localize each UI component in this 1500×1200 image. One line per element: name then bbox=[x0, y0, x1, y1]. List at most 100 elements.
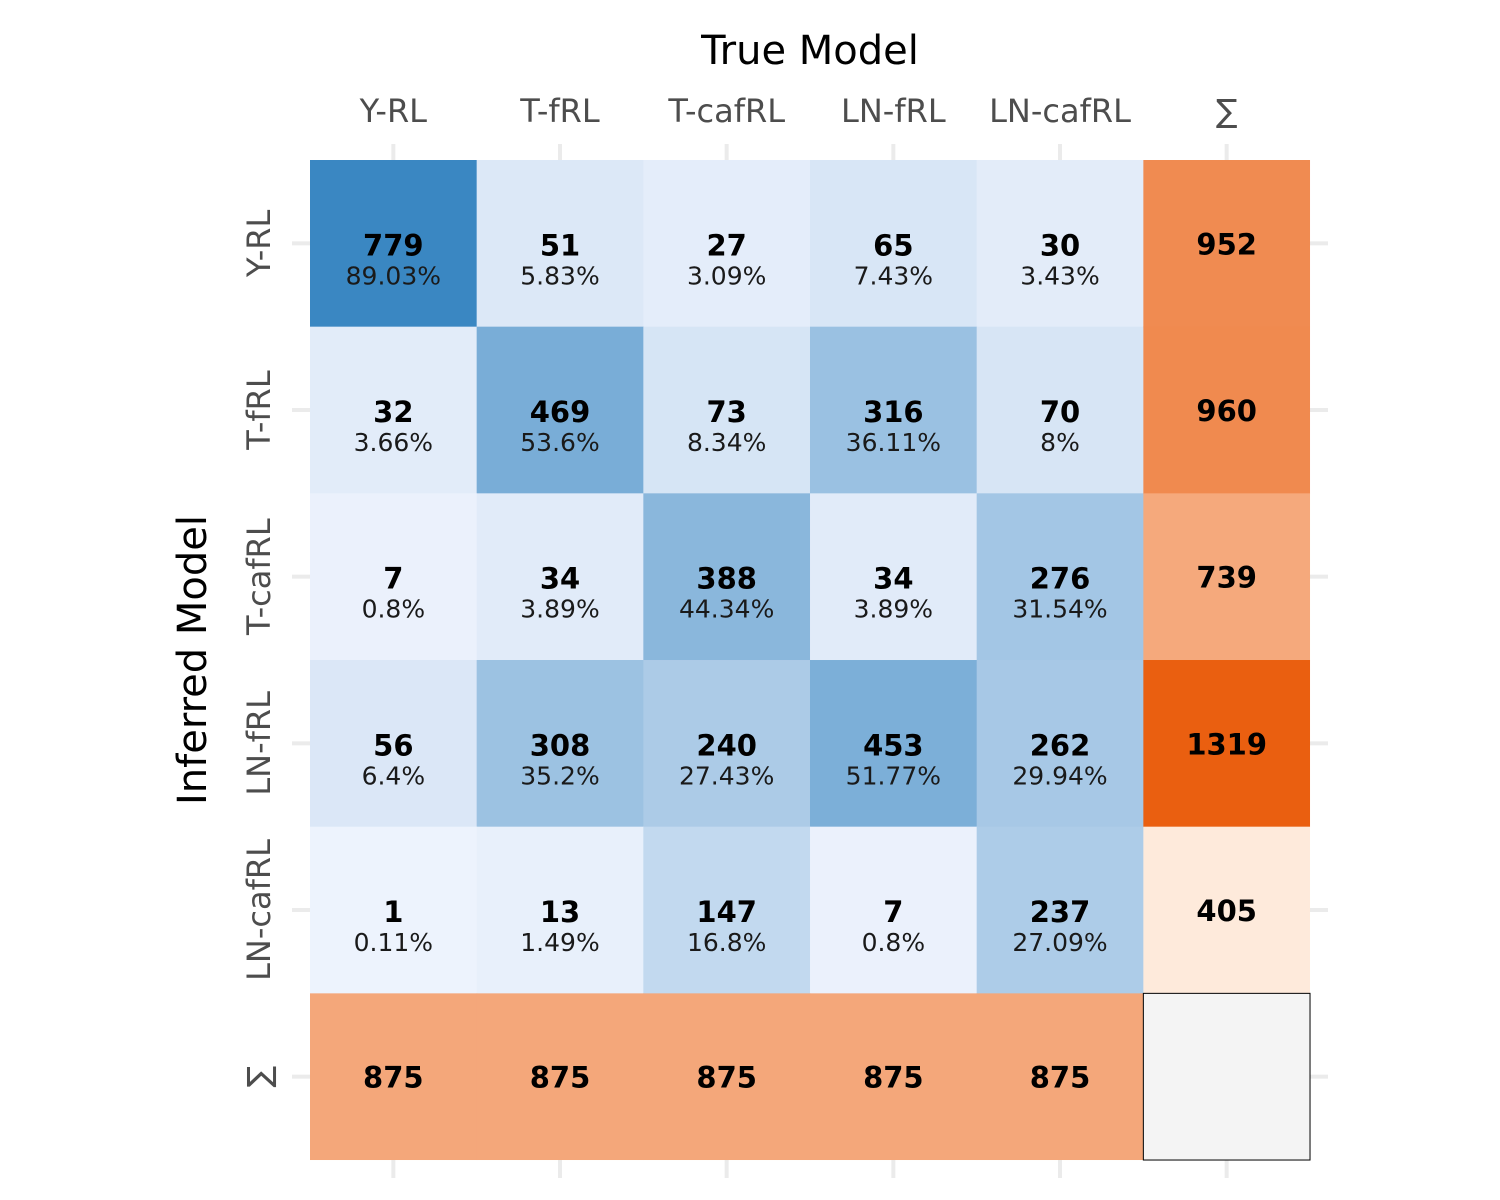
x-tick-label: LN-fRL bbox=[841, 92, 946, 130]
cell-count-label: 262 bbox=[1030, 728, 1091, 762]
cell-count-label: 34 bbox=[873, 562, 913, 596]
column-sum-label: 875 bbox=[363, 1061, 424, 1095]
y-tick-label: T-fRL bbox=[240, 370, 278, 451]
cell-count-label: 1 bbox=[383, 895, 403, 929]
heatmap-cell bbox=[476, 493, 644, 661]
cell-count-label: 779 bbox=[363, 228, 424, 262]
x-tick-label: T-cafRL bbox=[667, 92, 785, 130]
column-sum-label: 875 bbox=[863, 1061, 924, 1095]
column-sum-label: 875 bbox=[530, 1061, 591, 1095]
heatmap-cell bbox=[810, 826, 978, 994]
y-tick-label: Y-RL bbox=[240, 209, 278, 278]
cell-count-label: 453 bbox=[863, 728, 924, 762]
cell-percent-label: 3.09% bbox=[687, 261, 766, 290]
cell-percent-label: 35.2% bbox=[520, 761, 599, 790]
cell-count-label: 7 bbox=[383, 562, 403, 596]
column-sum-cell bbox=[476, 993, 644, 1161]
heatmap-cell bbox=[310, 493, 478, 661]
row-sum-label: 952 bbox=[1196, 227, 1257, 261]
heatmap-cell bbox=[476, 826, 644, 994]
heatmap-cell bbox=[643, 826, 811, 994]
row-sum-cell bbox=[1143, 493, 1311, 661]
cell-count-label: 27 bbox=[706, 228, 746, 262]
heatmap-cell bbox=[810, 493, 978, 661]
cell-percent-label: 3.66% bbox=[354, 428, 433, 457]
heatmap-cell bbox=[310, 660, 478, 828]
column-sum-cell bbox=[976, 993, 1144, 1161]
labels-layer: 77989.03%515.83%273.09%657.43%303.43%323… bbox=[346, 227, 1267, 1094]
column-sum-cell bbox=[643, 993, 811, 1161]
cell-percent-label: 8.34% bbox=[687, 428, 766, 457]
heatmap-cell bbox=[643, 660, 811, 828]
column-sum-cell bbox=[810, 993, 978, 1161]
x-tick-label: LN-cafRL bbox=[989, 92, 1131, 130]
cell-percent-label: 3.89% bbox=[520, 595, 599, 624]
cell-count-label: 316 bbox=[863, 395, 924, 429]
cell-count-label: 308 bbox=[530, 728, 591, 762]
y-tick-label: T-cafRL bbox=[240, 518, 278, 636]
cell-count-label: 65 bbox=[873, 228, 913, 262]
x-tick-label: ∑ bbox=[1216, 92, 1238, 130]
heatmap-cell bbox=[310, 160, 478, 328]
cell-percent-label: 31.54% bbox=[1012, 595, 1107, 624]
cell-count-label: 7 bbox=[883, 895, 903, 929]
cell-count-label: 70 bbox=[1040, 395, 1080, 429]
y-tick-label: ∑ bbox=[240, 1066, 278, 1088]
cell-percent-label: 1.49% bbox=[520, 928, 599, 957]
heatmap-cell bbox=[643, 493, 811, 661]
cell-percent-label: 0.8% bbox=[362, 595, 426, 624]
cell-count-label: 147 bbox=[696, 895, 757, 929]
cell-percent-label: 16.8% bbox=[687, 928, 766, 957]
cell-count-label: 276 bbox=[1030, 562, 1091, 596]
row-sum-cell bbox=[1143, 660, 1311, 828]
row-sum-label: 1319 bbox=[1186, 727, 1267, 761]
cell-count-label: 73 bbox=[706, 395, 746, 429]
y-tick-label: LN-cafRL bbox=[240, 839, 278, 981]
cell-percent-label: 29.94% bbox=[1012, 761, 1107, 790]
row-sum-cell bbox=[1143, 826, 1311, 994]
heatmap-cell bbox=[476, 160, 644, 328]
heatmap-cell bbox=[976, 160, 1144, 328]
column-sum-label: 875 bbox=[1030, 1061, 1091, 1095]
cell-count-label: 388 bbox=[696, 562, 757, 596]
heatmap-cell bbox=[643, 326, 811, 494]
heatmap-cell bbox=[810, 160, 978, 328]
cell-percent-label: 53.6% bbox=[520, 428, 599, 457]
cell-percent-label: 5.83% bbox=[520, 261, 599, 290]
x-axis-title: True Model bbox=[700, 28, 919, 74]
cell-percent-label: 27.09% bbox=[1012, 928, 1107, 957]
cell-count-label: 30 bbox=[1040, 228, 1080, 262]
row-sum-cell bbox=[1143, 326, 1311, 494]
cells-layer bbox=[310, 160, 1311, 1161]
corner-cell bbox=[1142, 992, 1311, 1161]
cell-count-label: 240 bbox=[696, 728, 757, 762]
cell-percent-label: 89.03% bbox=[346, 261, 441, 290]
y-axis-title: Inferred Model bbox=[170, 515, 216, 805]
cell-percent-label: 3.43% bbox=[1020, 261, 1099, 290]
cell-count-label: 469 bbox=[530, 395, 591, 429]
heatmap-cell bbox=[476, 326, 644, 494]
cell-percent-label: 36.11% bbox=[846, 428, 941, 457]
heatmap-cell bbox=[476, 660, 644, 828]
ticks-layer: Y-RL T-fRL T-cafRL LN-fRL LN-cafRL ∑ Y-RL T-fRL… bbox=[240, 92, 1237, 1087]
row-sum-label: 960 bbox=[1196, 394, 1257, 428]
cell-percent-label: 3.89% bbox=[854, 595, 933, 624]
heatmap-cell bbox=[310, 826, 478, 994]
cell-percent-label: 8% bbox=[1040, 428, 1080, 457]
cell-percent-label: 27.43% bbox=[679, 761, 774, 790]
cell-count-label: 237 bbox=[1030, 895, 1091, 929]
cell-count-label: 51 bbox=[540, 228, 580, 262]
column-sum-label: 875 bbox=[696, 1061, 757, 1095]
cell-count-label: 56 bbox=[373, 728, 413, 762]
y-tick-label: LN-fRL bbox=[240, 691, 278, 796]
row-sum-label: 405 bbox=[1196, 894, 1257, 928]
cell-percent-label: 0.11% bbox=[354, 928, 433, 957]
cell-percent-label: 7.43% bbox=[854, 261, 933, 290]
heatmap-cell bbox=[810, 326, 978, 494]
heatmap-cell bbox=[976, 826, 1144, 994]
heatmap-cell bbox=[643, 160, 811, 328]
heatmap-cell bbox=[976, 660, 1144, 828]
x-tick-label: T-fRL bbox=[519, 92, 600, 130]
